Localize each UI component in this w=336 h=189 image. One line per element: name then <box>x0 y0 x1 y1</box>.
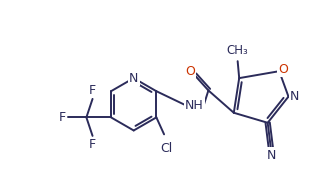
Text: CH₃: CH₃ <box>227 44 249 57</box>
Text: O: O <box>278 63 288 76</box>
Text: N: N <box>290 90 299 103</box>
Text: N: N <box>267 149 276 162</box>
Text: Cl: Cl <box>160 142 172 155</box>
Text: F: F <box>89 138 96 151</box>
Text: NH: NH <box>185 99 204 112</box>
Text: F: F <box>58 111 66 124</box>
Text: O: O <box>185 65 195 78</box>
Text: F: F <box>89 84 96 97</box>
Text: N: N <box>129 72 138 85</box>
